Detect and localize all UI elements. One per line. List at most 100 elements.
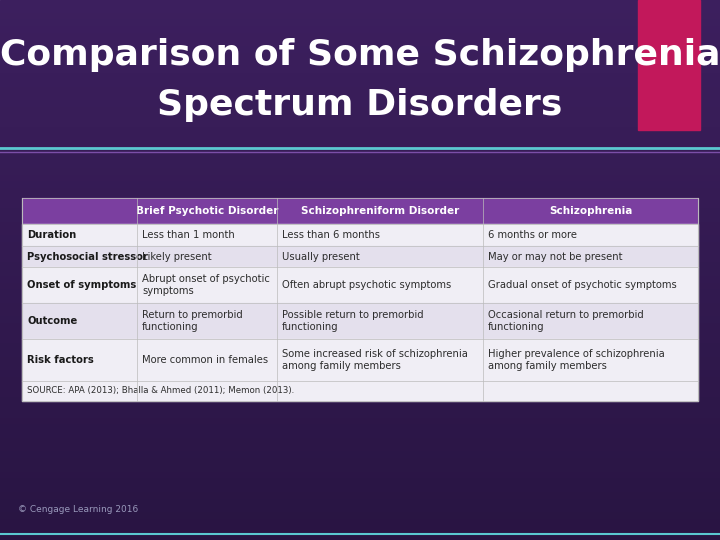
Bar [0, 270, 720, 277]
Bar [0, 372, 720, 379]
Bar [0, 68, 720, 75]
Text: Some increased risk of schizophrenia
among family members: Some increased risk of schizophrenia amo… [282, 349, 468, 372]
Bar [22, 267, 698, 303]
Bar [0, 202, 720, 210]
Bar [0, 364, 720, 372]
Text: Abrupt onset of psychotic
symptoms: Abrupt onset of psychotic symptoms [142, 274, 270, 296]
Text: Less than 1 month: Less than 1 month [142, 230, 235, 240]
Bar [0, 291, 720, 298]
Text: © Cengage Learning 2016: © Cengage Learning 2016 [18, 505, 138, 515]
Bar [0, 276, 720, 284]
Bar [0, 115, 720, 122]
Bar [0, 176, 720, 183]
Bar [0, 189, 720, 196]
Bar [0, 128, 720, 136]
Bar [0, 249, 720, 257]
Bar [0, 310, 720, 318]
Bar [22, 303, 698, 339]
Bar [22, 224, 698, 246]
Text: Onset of symptoms: Onset of symptoms [27, 280, 136, 290]
Bar [638, 0, 700, 130]
Text: Likely present: Likely present [142, 252, 212, 261]
Text: Possible return to premorbid
functioning: Possible return to premorbid functioning [282, 309, 423, 333]
Bar [0, 324, 720, 331]
Text: Occasional return to premorbid
functioning: Occasional return to premorbid functioni… [488, 309, 644, 333]
Text: Comparison of Some Schizophrenia: Comparison of Some Schizophrenia [0, 38, 720, 72]
Bar [0, 230, 720, 237]
Bar [0, 148, 720, 156]
Bar [0, 480, 720, 487]
Text: More common in females: More common in females [142, 355, 268, 365]
Bar [0, 183, 720, 190]
Bar [0, 27, 720, 34]
Bar [0, 40, 720, 48]
Bar [0, 399, 720, 406]
Bar [0, 20, 720, 28]
Bar [0, 222, 720, 230]
Text: 6 months or more: 6 months or more [488, 230, 577, 240]
Bar [0, 216, 720, 223]
Text: Duration: Duration [27, 230, 76, 240]
Bar [0, 384, 720, 392]
Bar [0, 345, 720, 352]
Bar [0, 156, 720, 163]
Bar [22, 381, 698, 401]
Text: Schizophrenia: Schizophrenia [549, 206, 632, 216]
Bar [22, 339, 698, 381]
Text: Brief Psychotic Disorder: Brief Psychotic Disorder [135, 206, 278, 216]
Bar [0, 81, 720, 88]
Bar [0, 94, 720, 102]
Text: Often abrupt psychotic symptoms: Often abrupt psychotic symptoms [282, 280, 451, 290]
Bar [0, 418, 720, 426]
Bar [0, 492, 720, 500]
Bar [0, 54, 720, 61]
Bar [0, 411, 720, 419]
Text: Return to premorbid
functioning: Return to premorbid functioning [142, 309, 243, 333]
Bar [0, 102, 720, 109]
Bar [0, 135, 720, 142]
Bar [0, 446, 720, 453]
Bar [0, 263, 720, 271]
Bar [0, 534, 720, 540]
Bar [0, 195, 720, 203]
Bar [0, 357, 720, 365]
Bar [0, 459, 720, 466]
Bar [0, 526, 720, 534]
Text: May or may not be present: May or may not be present [488, 252, 623, 261]
Text: Less than 6 months: Less than 6 months [282, 230, 380, 240]
Text: Risk factors: Risk factors [27, 355, 94, 365]
Bar [0, 284, 720, 291]
Bar [0, 243, 720, 250]
Bar [0, 432, 720, 439]
Bar [0, 472, 720, 480]
Bar [0, 141, 720, 149]
Bar [0, 60, 720, 68]
Bar [0, 297, 720, 304]
Bar [0, 256, 720, 264]
Bar [0, 392, 720, 399]
Bar [0, 519, 720, 527]
Bar [0, 453, 720, 460]
Text: Psychosocial stressor: Psychosocial stressor [27, 252, 148, 261]
Bar [0, 162, 720, 169]
Bar [0, 330, 720, 338]
Bar [0, 33, 720, 41]
Bar [0, 87, 720, 95]
Bar [0, 14, 720, 21]
Bar [0, 237, 720, 244]
Text: Gradual onset of psychotic symptoms: Gradual onset of psychotic symptoms [488, 280, 677, 290]
Bar [0, 122, 720, 129]
Text: Schizophreniform Disorder: Schizophreniform Disorder [301, 206, 459, 216]
Bar [0, 465, 720, 473]
Bar [0, 405, 720, 412]
Bar [22, 198, 698, 224]
Bar [22, 246, 698, 267]
Bar [0, 47, 720, 55]
Bar [0, 378, 720, 385]
Bar [0, 6, 720, 14]
Bar [0, 438, 720, 446]
Bar [0, 507, 720, 514]
Text: Spectrum Disorders: Spectrum Disorders [157, 88, 563, 122]
Text: Usually present: Usually present [282, 252, 359, 261]
Bar [0, 209, 720, 217]
